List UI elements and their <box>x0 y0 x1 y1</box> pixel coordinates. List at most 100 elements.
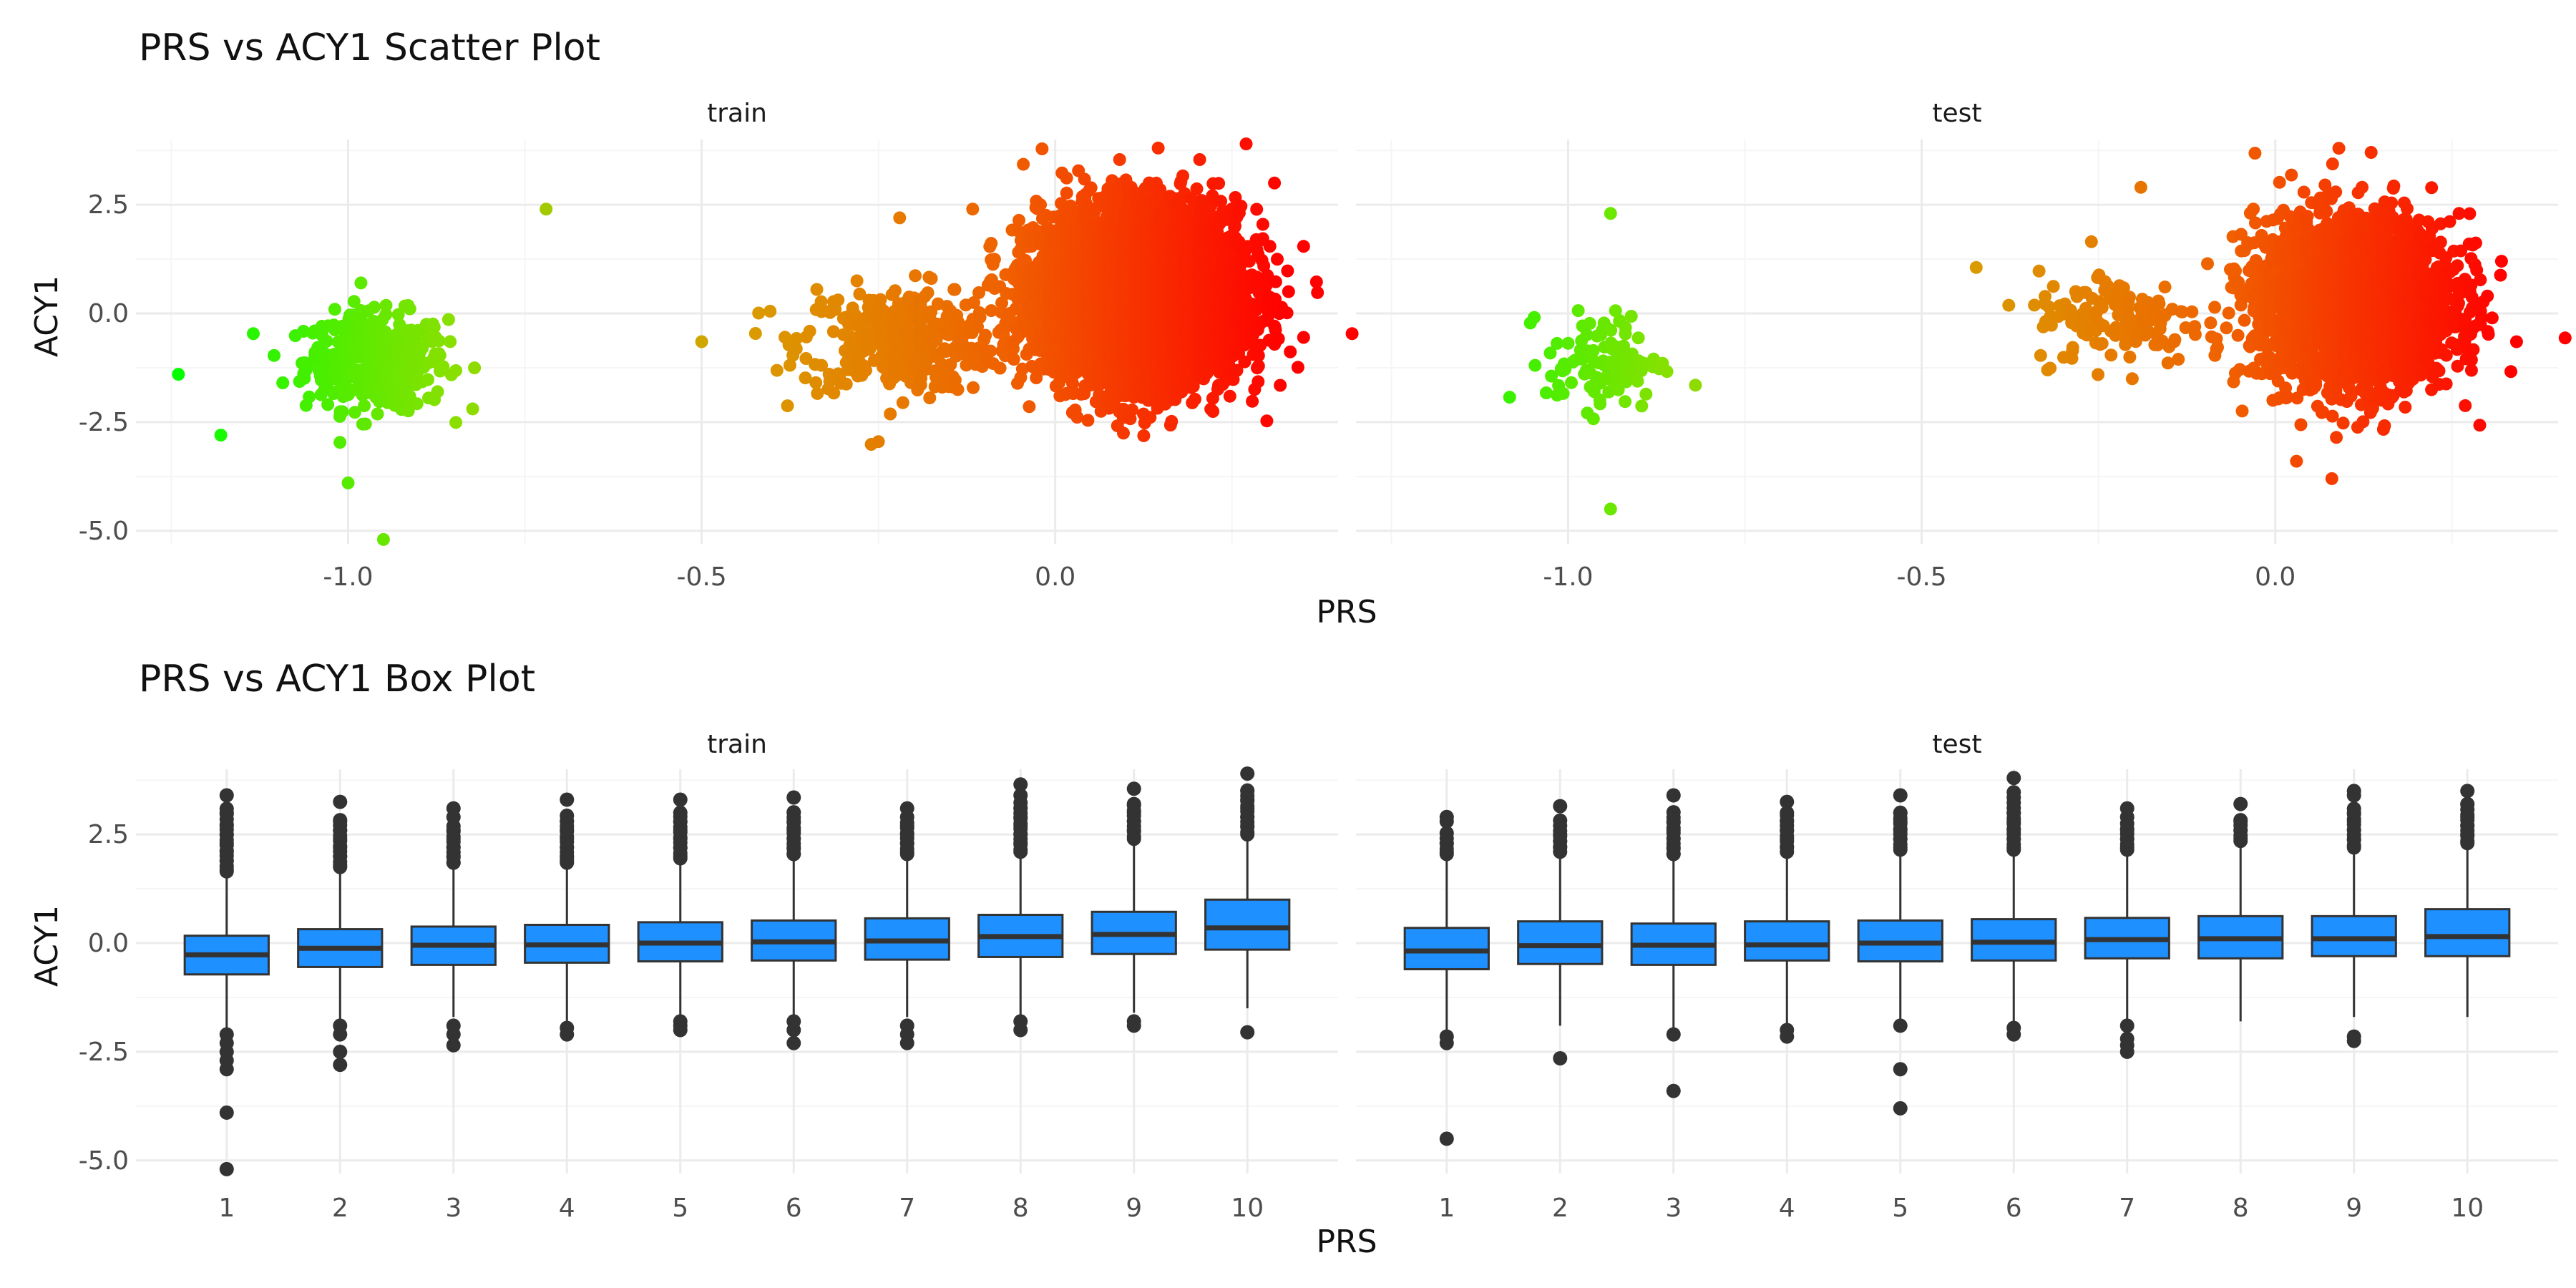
scatter-point <box>781 399 794 413</box>
scatter-point <box>268 348 280 362</box>
scatter-title: PRS vs ACY1 Scatter Plot <box>139 26 600 69</box>
scatter-point <box>896 396 909 409</box>
scatter-point <box>973 311 987 324</box>
scatter-point <box>449 416 463 429</box>
scatter-point <box>783 358 796 372</box>
scatter-point <box>358 399 371 413</box>
scatter-point <box>893 211 907 225</box>
scatter-point <box>379 298 393 312</box>
box-title: PRS vs ACY1 Box Plot <box>139 658 535 701</box>
scatter-point <box>921 286 935 300</box>
scatter-point <box>951 383 965 396</box>
scatter-point <box>336 405 349 419</box>
scatter-point <box>358 417 372 431</box>
scatter-point <box>1084 181 1098 195</box>
scatter-point <box>979 328 992 342</box>
scatter-point <box>403 302 416 316</box>
scatter-point <box>859 364 872 377</box>
scatter-point <box>1151 141 1165 155</box>
scatter-point <box>923 391 937 404</box>
scatter-point <box>441 313 455 326</box>
scatter-point <box>371 407 384 421</box>
scatter-point <box>985 237 998 250</box>
scatter-point <box>1070 411 1084 424</box>
scatter-point <box>789 342 803 356</box>
scatter-point <box>379 308 393 321</box>
scatter-point <box>972 286 985 299</box>
scatter-point <box>431 385 444 399</box>
scatter-point <box>967 296 980 309</box>
scatter-point <box>1030 371 1043 384</box>
grid-layer <box>136 140 2558 1174</box>
scatter-point <box>924 272 938 286</box>
scatter-point <box>466 402 479 416</box>
scatter-point <box>1060 186 1073 200</box>
scatter-point <box>1017 157 1030 171</box>
scatter-point <box>1035 142 1049 155</box>
scatter-point <box>376 532 390 546</box>
scatter-point <box>1137 429 1151 442</box>
scatter-point <box>853 287 867 301</box>
scatter-point <box>1113 153 1126 166</box>
scatter-point <box>695 335 708 348</box>
scatter-point <box>214 429 228 442</box>
scatter-point <box>421 373 434 386</box>
scatter-point <box>1007 353 1020 366</box>
scatter-point <box>752 306 766 320</box>
scatter-point <box>303 390 316 404</box>
scatter-point <box>811 386 824 400</box>
scatter-point <box>839 377 853 391</box>
scatter-point <box>993 361 1007 375</box>
scatter-point <box>320 334 333 348</box>
scatter-point <box>884 407 897 421</box>
scatter-point <box>1019 253 1032 267</box>
scatter-point <box>987 253 1001 266</box>
scatter-point <box>401 404 415 418</box>
scatter-point <box>1126 403 1139 416</box>
scatter-point <box>449 364 462 377</box>
scatter-point <box>799 371 812 385</box>
scatter-point <box>831 293 845 307</box>
scatter-point <box>468 361 482 375</box>
scatter-point <box>410 397 424 411</box>
scatter-point <box>1023 400 1036 414</box>
scatter-point <box>966 203 980 216</box>
scatter-point <box>436 360 450 374</box>
scatter-point <box>888 284 902 298</box>
scatter-point <box>1060 171 1073 185</box>
scatter-point <box>427 321 441 334</box>
scatter-point <box>909 269 922 283</box>
marks-layer <box>172 137 2572 1176</box>
scatter-point <box>347 295 361 308</box>
scatter-point <box>826 325 840 338</box>
scatter-point <box>172 368 185 381</box>
scatter-point <box>299 356 313 370</box>
scatter-point <box>348 406 361 419</box>
scatter-point <box>930 333 943 347</box>
scatter-point <box>763 304 777 318</box>
scatter-point <box>354 276 368 290</box>
scatter-point <box>433 348 447 362</box>
scatter-point <box>1081 414 1095 427</box>
scatter-point <box>432 334 446 348</box>
scatter-point <box>810 283 824 296</box>
scatter-point <box>815 358 829 372</box>
scatter-point <box>770 364 784 377</box>
scatter-point <box>321 398 335 411</box>
scatter-point <box>948 283 962 296</box>
scatter-point <box>368 301 381 314</box>
scatter-point <box>333 436 347 449</box>
scatter-point <box>341 476 355 489</box>
scatter-point <box>444 335 457 348</box>
scatter-point <box>247 327 260 341</box>
scatter-point <box>328 303 341 316</box>
scatter-point <box>985 304 998 318</box>
scatter-point <box>1034 198 1047 212</box>
scatter-point <box>872 435 885 449</box>
scatter-point <box>540 203 553 216</box>
scatter-point <box>984 344 997 358</box>
scatter-point <box>850 274 864 288</box>
scatter-point <box>823 374 836 388</box>
scatter-point <box>1117 426 1130 440</box>
